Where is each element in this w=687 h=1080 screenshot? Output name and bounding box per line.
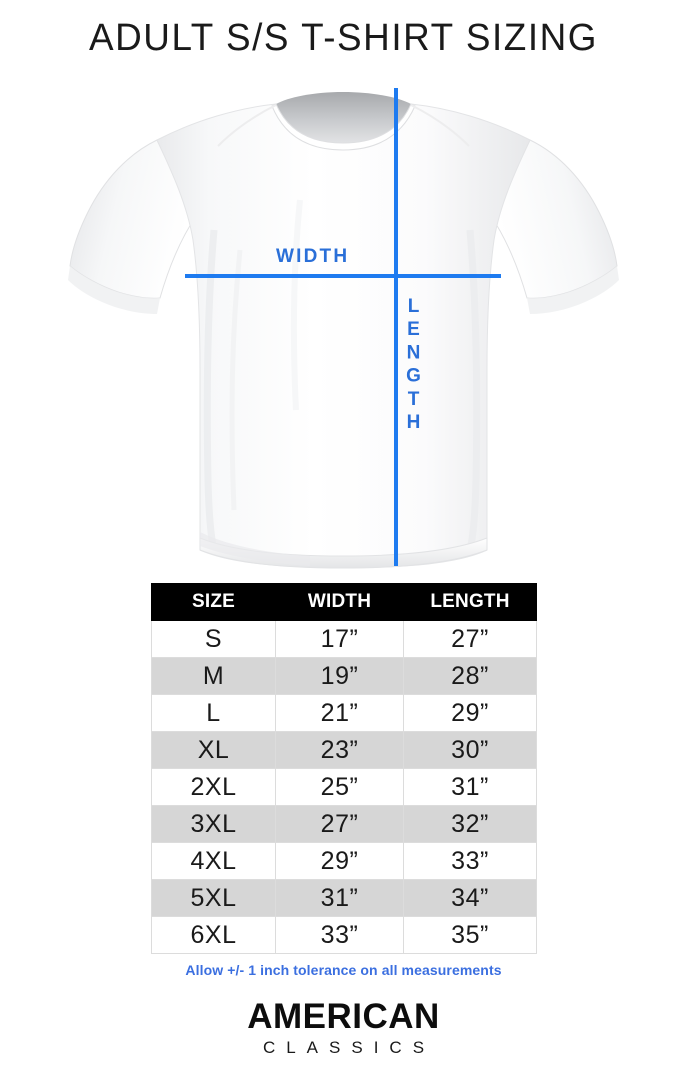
right-shoulder-seam <box>410 104 470 147</box>
cell-size: 6XL <box>151 916 276 954</box>
table-row: L 21” 29” <box>151 694 537 732</box>
table-header-row: SIZE WIDTH LENGTH <box>151 583 537 621</box>
table-header: SIZE WIDTH LENGTH <box>151 583 537 621</box>
table-body: S 17” 27” M 19” 28” L 21” 29” XL 23” 30”… <box>151 620 537 954</box>
cell-size: L <box>151 694 276 732</box>
cell-length: 30” <box>403 731 537 769</box>
brand-logo: AMERICAN CLASSICS <box>0 998 687 1061</box>
cell-size: 3XL <box>151 805 276 843</box>
tolerance-note: Allow +/- 1 inch tolerance on all measur… <box>185 962 502 978</box>
table-row: 5XL 31” 34” <box>151 879 537 917</box>
cell-width: 31” <box>275 879 404 917</box>
size-chart-table: SIZE WIDTH LENGTH S 17” 27” M 19” 28” L … <box>151 583 537 954</box>
cell-size: 5XL <box>151 879 276 917</box>
brand-tagline: CLASSICS <box>262 1038 436 1058</box>
cell-width: 17” <box>275 620 404 658</box>
column-header-length: LENGTH <box>403 583 537 621</box>
fabric-fold-left <box>203 229 218 551</box>
left-shoulder-seam <box>217 104 277 147</box>
cell-size: 2XL <box>151 768 276 806</box>
cell-size: 4XL <box>151 842 276 880</box>
neck-opening <box>276 92 411 144</box>
table-row: S 17” 27” <box>151 620 537 658</box>
cell-width: 21” <box>275 694 404 732</box>
table-row: M 19” 28” <box>151 657 537 695</box>
collar-band <box>271 103 416 151</box>
table-row: 3XL 27” 32” <box>151 805 537 843</box>
cell-length: 35” <box>403 916 537 954</box>
cell-size: XL <box>151 731 276 769</box>
page-title: ADULT S/S T-SHIRT SIZING <box>88 17 599 59</box>
cell-width: 25” <box>275 768 404 806</box>
table-row: 2XL 25” 31” <box>151 768 537 806</box>
cell-length: 29” <box>403 694 537 732</box>
cell-length: 32” <box>403 805 537 843</box>
fabric-fold-center <box>290 199 303 411</box>
cell-width: 19” <box>275 657 404 695</box>
cell-size: M <box>151 657 276 695</box>
right-sleeve-hem <box>527 266 619 314</box>
cell-width: 23” <box>275 731 404 769</box>
cell-width: 33” <box>275 916 404 954</box>
cell-width: 27” <box>275 805 404 843</box>
column-header-width: WIDTH <box>275 583 404 621</box>
left-sleeve-hem <box>68 266 160 314</box>
hem-shadow <box>200 532 310 566</box>
table-row: XL 23” 30” <box>151 731 537 769</box>
cell-width: 29” <box>275 842 404 880</box>
cell-size: S <box>151 620 276 658</box>
table-row: 6XL 33” 35” <box>151 916 537 954</box>
cell-length: 34” <box>403 879 537 917</box>
brand-name: AMERICAN <box>247 997 440 1036</box>
tshirt-graphic <box>68 92 619 569</box>
fabric-fold-left-2 <box>229 249 243 511</box>
cell-length: 33” <box>403 842 537 880</box>
cell-length: 27” <box>403 620 537 658</box>
table-row: 4XL 29” 33” <box>151 842 537 880</box>
fabric-fold-right <box>466 229 481 551</box>
cell-length: 31” <box>403 768 537 806</box>
tshirt-illustration <box>0 80 687 575</box>
column-header-size: SIZE <box>151 583 276 621</box>
cell-length: 28” <box>403 657 537 695</box>
